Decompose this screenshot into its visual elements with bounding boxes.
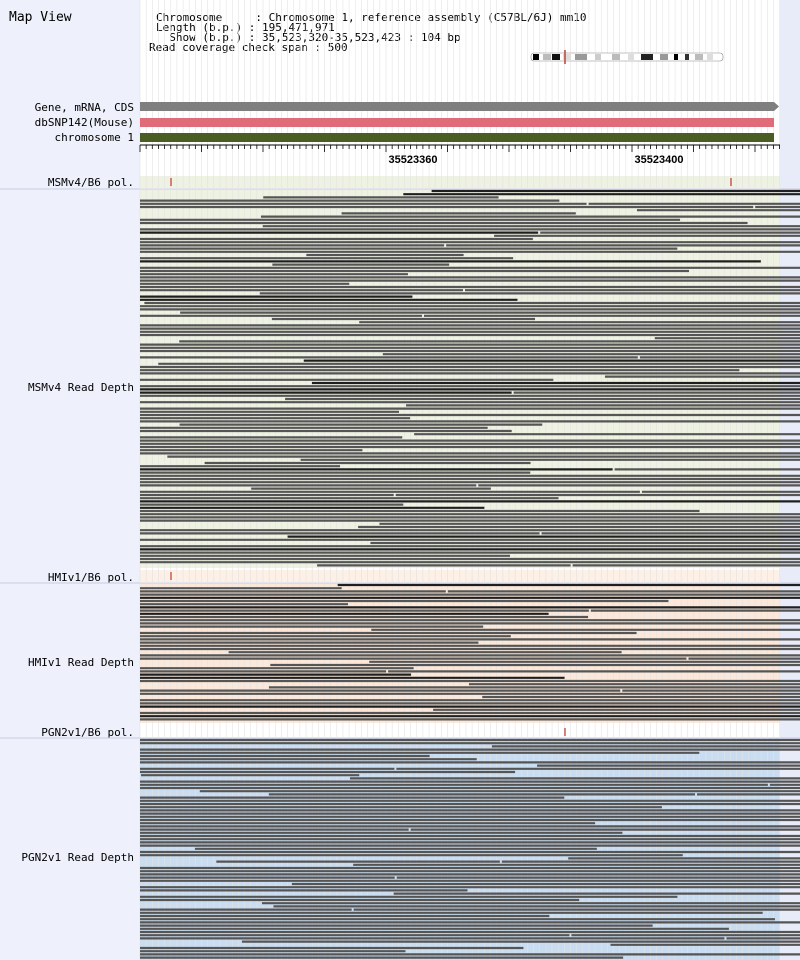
ideogram-band: [612, 54, 620, 60]
chromosome-ideogram[interactable]: [530, 50, 724, 64]
msm-depth-label[interactable]: MSMv4 Read Depth: [28, 381, 134, 394]
ideogram-band: [685, 54, 689, 60]
gene-track-label[interactable]: Gene, mRNA, CDS: [34, 101, 134, 114]
coverage-span-info: Read coverage check span : 500: [149, 41, 348, 54]
ideogram-band: [552, 54, 560, 60]
ideogram-band: [563, 54, 571, 60]
show-range-info: Show (b.p.) : 35,523,320-35,523,423 : 10…: [156, 31, 461, 44]
header-info: Chromosome : Chromosome 1, reference ass…: [140, 0, 800, 96]
ideogram-band: [543, 54, 551, 60]
ideogram-band: [628, 54, 634, 60]
ideogram-band: [641, 54, 653, 60]
ideogram-band: [533, 54, 539, 60]
ideogram-band: [660, 54, 668, 60]
chromosome-track-bar[interactable]: [140, 133, 774, 142]
pgn-pol-label[interactable]: PGN2v1/B6 pol.: [41, 726, 134, 739]
sidebar: Map View Gene, mRNA, CDS dbSNP142(Mouse)…: [0, 0, 140, 960]
gene-track-bar[interactable]: [140, 102, 774, 111]
chromosome-track-label[interactable]: chromosome 1: [54, 131, 134, 144]
hmi-depth-label[interactable]: HMIv1 Read Depth: [28, 656, 134, 669]
dbsnp-track-label[interactable]: dbSNP142(Mouse): [34, 116, 134, 129]
length-info: Length (b.p.) : 195,471,971: [156, 21, 335, 34]
dbsnp-track-bar[interactable]: [140, 118, 774, 127]
ruler-tick-label: 35523400: [635, 154, 684, 166]
gene-track-arrow-icon: [774, 102, 779, 111]
pgn-depth-label[interactable]: PGN2v1 Read Depth: [21, 851, 134, 864]
msm-pol-label[interactable]: MSMv4/B6 pol.: [47, 176, 134, 189]
ideogram-band: [674, 54, 678, 60]
position-ruler: 35523360 35523400: [139, 144, 780, 166]
ideogram-band: [707, 54, 713, 60]
ruler-tick-label: 35523360: [389, 154, 438, 166]
hmi-pol-label[interactable]: HMIv1/B6 pol.: [47, 571, 134, 584]
ideogram-band: [595, 54, 601, 60]
ideogram-band: [575, 54, 587, 60]
ideogram-band: [695, 54, 703, 60]
map-view-title: Map View: [9, 10, 72, 25]
